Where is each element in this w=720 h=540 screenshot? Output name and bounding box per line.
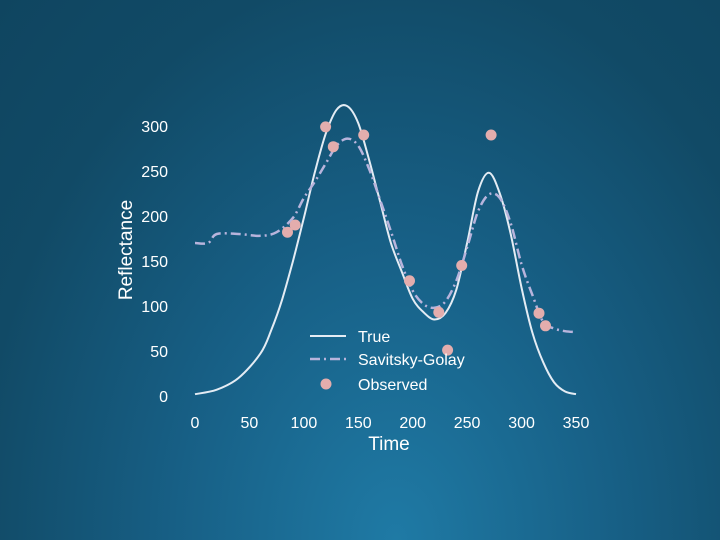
- x-tick-label: 250: [454, 415, 481, 432]
- legend-true-label: True: [358, 329, 390, 346]
- observed-point: [289, 219, 301, 231]
- x-tick-label: 100: [291, 415, 318, 432]
- observed-point: [442, 344, 454, 356]
- observed-points-layer: [282, 121, 551, 356]
- x-tick-labels: 0 50 100 150 200 250 300 350: [191, 415, 590, 432]
- y-tick-label: 0: [159, 389, 168, 406]
- observed-point: [533, 307, 545, 319]
- x-tick-label: 350: [563, 415, 590, 432]
- y-tick-label: 250: [141, 164, 168, 181]
- legend-observed-label: Observed: [358, 377, 427, 394]
- observed-point: [433, 306, 445, 318]
- observed-point: [358, 129, 370, 141]
- legend-observed-marker: [320, 378, 332, 390]
- x-tick-label: 0: [191, 415, 200, 432]
- observed-point: [320, 121, 332, 133]
- observed-point: [456, 260, 468, 271]
- y-tick-label: 100: [141, 299, 168, 316]
- observed-point: [540, 320, 551, 332]
- legend-sg-label: Savitsky-Golay: [358, 352, 465, 369]
- observed-point: [485, 129, 497, 141]
- y-tick-labels: 0 50 100 150 200 250 300: [141, 119, 168, 406]
- y-tick-label: 150: [141, 254, 168, 271]
- y-tick-label: 200: [141, 209, 168, 226]
- x-tick-label: 50: [241, 415, 259, 432]
- y-axis-label: Reflectance: [116, 200, 137, 300]
- observed-point: [327, 141, 339, 153]
- curves-layer: [194, 104, 577, 396]
- observed-point: [404, 275, 415, 287]
- x-tick-label: 300: [508, 415, 535, 432]
- x-axis-label: Time: [368, 434, 410, 455]
- y-tick-label: 300: [141, 119, 168, 136]
- observed-point: [282, 226, 293, 238]
- x-tick-label: 150: [345, 415, 372, 432]
- true-series-line: [194, 104, 577, 396]
- y-tick-label: 50: [150, 344, 168, 361]
- savitsky-golay-series-line: [194, 137, 577, 334]
- legend: True Savitsky-Golay Observed: [310, 329, 465, 394]
- x-tick-label: 200: [399, 415, 426, 432]
